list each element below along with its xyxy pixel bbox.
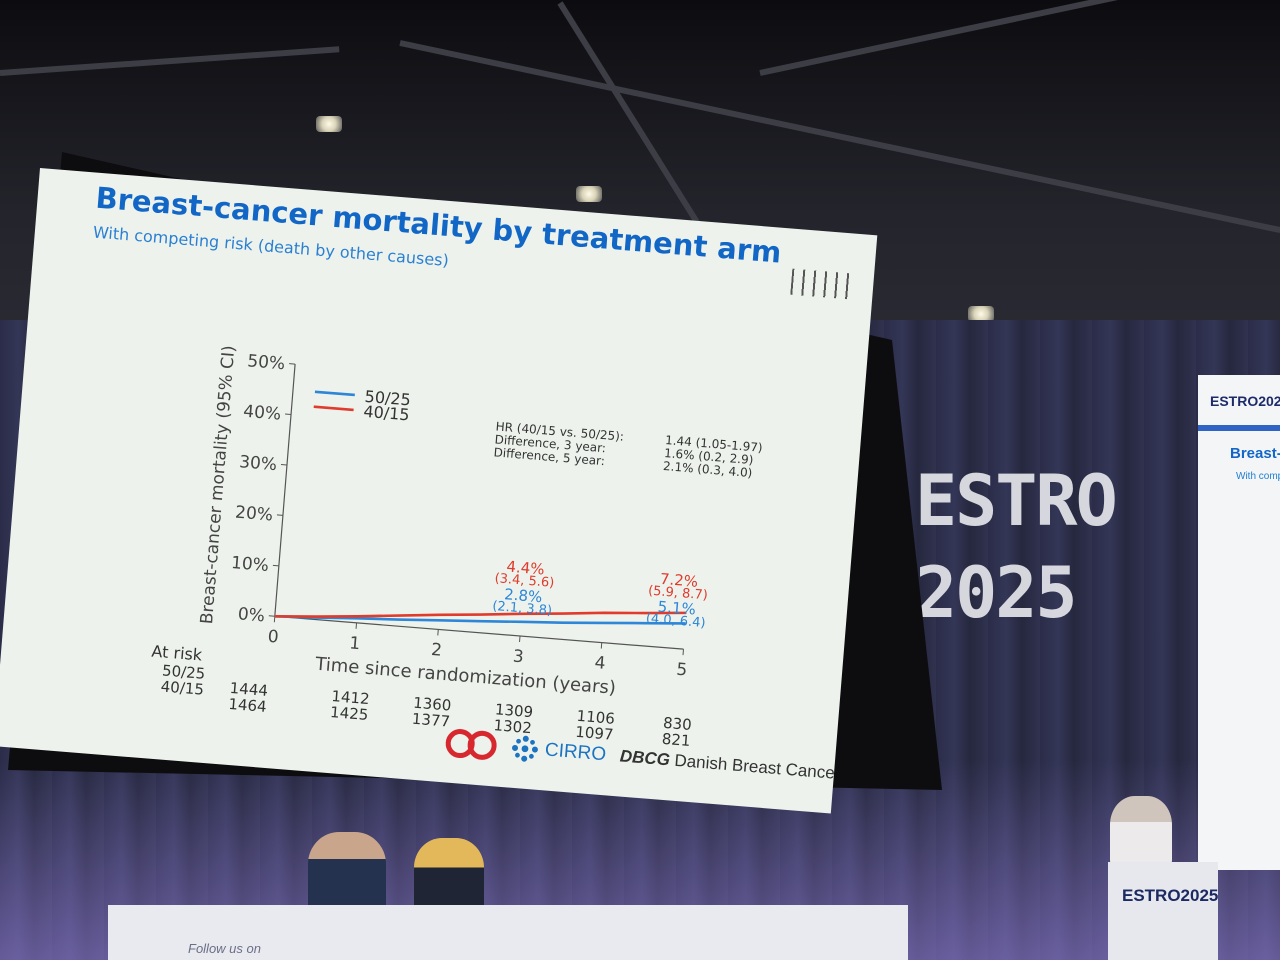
slide: Breast-cancer mortality by treatment arm… — [0, 168, 878, 814]
x-tick-label: 1 — [349, 633, 361, 654]
y-axis-line — [274, 364, 296, 617]
at-risk-value: 1377 — [411, 710, 451, 731]
wall-logo-line1: ESTRO — [915, 460, 1118, 542]
at-risk-value: 821 — [661, 730, 691, 750]
side-monitor-title: Breast- — [1230, 445, 1280, 462]
stat-value: 2.1% (0.3, 4.0) — [663, 459, 753, 480]
panel-desk: Follow us on — [108, 905, 908, 960]
legend-label: 50/25 — [364, 387, 411, 410]
wall-logo-line2: 2025 — [915, 552, 1078, 634]
at-risk-value: 1444 — [229, 679, 269, 700]
cirro-logo: CIRRO — [510, 734, 607, 770]
at-risk-value: 1302 — [493, 716, 533, 737]
stage-light — [576, 186, 602, 202]
at-risk-value: 1412 — [331, 687, 371, 708]
footer-logos: CIRRO DBCG Danish Breast Cancer Group — [444, 722, 877, 798]
annotation-blue-ci: (2.1, 3.8) — [492, 599, 553, 619]
at-risk-value: 830 — [662, 714, 692, 734]
side-monitor: ESTRO2025 Breast- With compe — [1198, 375, 1280, 870]
stage-light — [968, 306, 994, 322]
legend-swatch — [313, 405, 354, 412]
x-axis-line — [274, 615, 684, 650]
annotation-blue-value: 2.8% — [504, 585, 543, 606]
stat-value: 1.6% (0.2, 2.9) — [664, 446, 754, 467]
at-risk-value: 1106 — [576, 707, 616, 728]
podium-logo: ESTRO2025 — [1122, 886, 1219, 905]
speaker — [1110, 796, 1172, 868]
side-monitor-band — [1198, 425, 1280, 431]
estro-wall-logo: ESTRO 2025 — [915, 455, 1155, 695]
annotation-red-ci: (5.9, 8.7) — [648, 584, 709, 604]
y-axis-label: Breast-cancer mortality (95% CI) — [197, 345, 239, 625]
panelist-2 — [414, 838, 484, 912]
y-tick-label: 20% — [234, 503, 273, 526]
stage-light — [316, 116, 342, 132]
at-risk-label: At risk — [151, 642, 204, 665]
y-tick-label: 50% — [247, 351, 286, 374]
annotation-blue-value: 5.1% — [657, 598, 696, 619]
x-tick-label: 4 — [594, 653, 606, 674]
annotation-red-value: 4.4% — [506, 557, 545, 578]
desk-follow-text: Follow us on — [188, 941, 261, 956]
x-tick-label: 3 — [512, 647, 524, 668]
at-risk-value: 1464 — [228, 695, 268, 716]
at-risk-row-name: 40/15 — [160, 677, 205, 698]
x-tick-label: 0 — [267, 627, 279, 648]
dbcg-abbr: DBCG — [619, 746, 671, 770]
at-risk-value: 1425 — [329, 703, 369, 724]
annotation-red-ci: (3.4, 5.6) — [494, 571, 555, 591]
at-risk-value: 1309 — [494, 700, 534, 721]
x-tick-label: 5 — [676, 660, 688, 681]
y-tick-label: 0% — [237, 604, 266, 626]
side-monitor-subtitle: With compe — [1236, 471, 1280, 482]
at-risk-value: 1097 — [575, 723, 615, 744]
cirro-dots-icon — [512, 735, 538, 762]
series-line-50-25 — [274, 614, 686, 625]
annotation-red-value: 7.2% — [659, 570, 698, 591]
at-risk-row-name: 50/25 — [161, 661, 206, 682]
legend-swatch — [314, 390, 355, 397]
podium: ESTRO2025 — [1108, 862, 1218, 960]
infinity-logo-icon — [445, 729, 497, 760]
cirro-label: CIRRO — [544, 739, 607, 766]
y-tick-label: 10% — [230, 553, 269, 576]
side-monitor-logo: ESTRO2025 — [1210, 393, 1280, 409]
legend-label: 40/15 — [363, 402, 410, 425]
at-risk-value: 1360 — [413, 694, 453, 715]
panelist-1 — [308, 832, 386, 912]
y-tick-label: 30% — [238, 452, 277, 475]
series-line-40-15 — [274, 611, 687, 618]
x-tick-label: 2 — [430, 640, 442, 661]
y-tick-label: 40% — [243, 402, 282, 425]
annotation-blue-ci: (4.0, 6.4) — [645, 611, 706, 631]
